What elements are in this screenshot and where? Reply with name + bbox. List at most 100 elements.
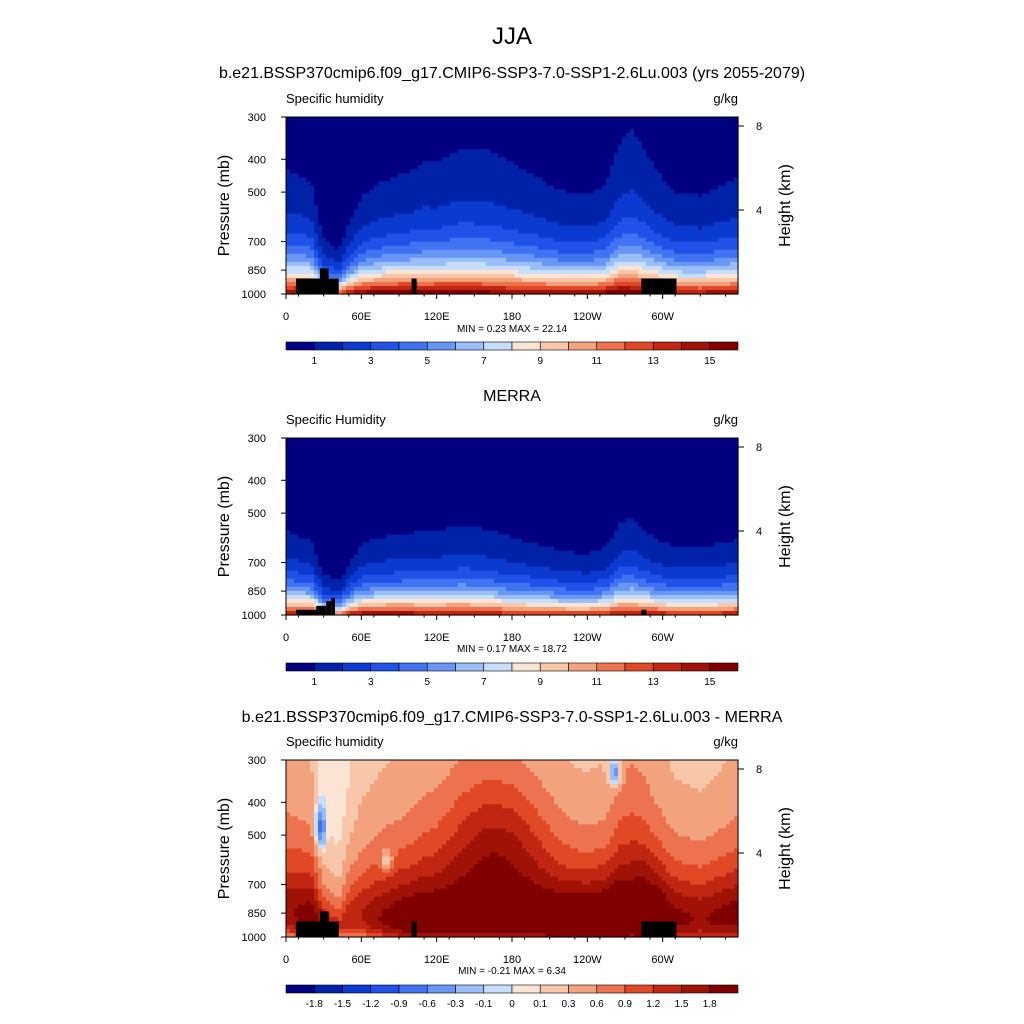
contour-cell (630, 161, 635, 166)
contour-cell (330, 213, 335, 219)
contour-cell (638, 233, 643, 239)
contour-cell (310, 185, 315, 191)
contour-cell (614, 197, 619, 203)
contour-cell (678, 181, 683, 186)
contour-cell (442, 181, 447, 186)
contour-cell (358, 129, 363, 134)
contour-cell (434, 237, 439, 243)
contour-cell (386, 197, 391, 203)
contour-cell (734, 173, 739, 178)
contour-cell (658, 261, 663, 267)
contour-cell (730, 185, 735, 191)
contour-cell (526, 217, 531, 223)
contour-cell (438, 173, 443, 178)
contour-cell (294, 189, 299, 195)
contour-cell (682, 117, 687, 122)
contour-cell (650, 121, 655, 126)
contour-cell (294, 141, 299, 146)
contour-cell (442, 229, 447, 235)
contour-cell (474, 189, 479, 195)
contour-cell (526, 133, 531, 138)
contour-cell (330, 197, 335, 203)
contour-cell (626, 169, 631, 174)
contour-cell (630, 273, 635, 279)
contour-cell (450, 237, 455, 243)
contour-cell (618, 157, 623, 162)
contour-cell (470, 141, 475, 146)
contour-cell (434, 173, 439, 178)
contour-cell (710, 217, 715, 223)
contour-cell (626, 177, 631, 182)
contour-cell (662, 209, 667, 215)
contour-cell (622, 177, 627, 182)
contour-cell (554, 129, 559, 134)
contour-cell (514, 185, 519, 191)
contour-cell (542, 125, 547, 130)
contour-cell (726, 185, 731, 191)
contour-cell (386, 121, 391, 126)
contour-cell (718, 197, 723, 203)
contour-cell (522, 133, 527, 138)
contour-cell (462, 225, 467, 231)
contour-cell (682, 253, 687, 259)
contour-cell (390, 161, 395, 166)
contour-cell (642, 173, 647, 178)
contour-cell (522, 241, 527, 247)
contour-cell (354, 201, 359, 207)
contour-cell (510, 241, 515, 247)
contour-cell (318, 161, 323, 166)
contour-cell (586, 177, 591, 182)
contour-cell (654, 229, 659, 235)
contour-cell (530, 281, 535, 287)
contour-cell (666, 157, 671, 162)
contour-cell (350, 153, 355, 158)
contour-cell (690, 245, 695, 251)
contour-cell (618, 181, 623, 186)
contour-cell (338, 173, 343, 178)
contour-cell (530, 225, 535, 231)
contour-cell (386, 173, 391, 178)
contour-cell (290, 281, 295, 287)
contour-cell (702, 133, 707, 138)
contour-cell (462, 217, 467, 223)
contour-cell (302, 269, 307, 275)
contour-cell (366, 257, 371, 263)
contour-cell (490, 273, 495, 279)
contour-cell (658, 145, 663, 150)
contour-cell (646, 141, 651, 146)
contour-cell (478, 237, 483, 243)
contour-cell (618, 273, 623, 279)
contour-cell (590, 193, 595, 199)
contour-cell (658, 233, 663, 239)
contour-cell (506, 201, 511, 207)
contour-cell (626, 285, 631, 291)
contour-cell (582, 253, 587, 259)
contour-cell (514, 189, 519, 195)
contour-cell (662, 157, 667, 162)
contour-cell (370, 145, 375, 150)
contour-cell (434, 213, 439, 219)
contour-cell (590, 249, 595, 255)
contour-cell (574, 241, 579, 247)
contour-cell (402, 265, 407, 271)
contour-cell (390, 181, 395, 186)
contour-cell (494, 205, 499, 211)
contour-cell (478, 153, 483, 158)
contour-cell (374, 181, 379, 186)
contour-cell (714, 185, 719, 191)
contour-cell (702, 177, 707, 182)
contour-cell (302, 157, 307, 162)
contour-cell (718, 289, 723, 295)
contour-cell (574, 261, 579, 267)
contour-cell (386, 153, 391, 158)
contour-cell (702, 165, 707, 170)
contour-cell (394, 201, 399, 207)
contour-cell (502, 213, 507, 219)
contour-cell (466, 189, 471, 195)
contour-cell (694, 289, 699, 295)
contour-cell (454, 225, 459, 231)
contour-cell (598, 257, 603, 263)
contour-cell (622, 233, 627, 239)
contour-cell (542, 177, 547, 182)
contour-cell (462, 121, 467, 126)
